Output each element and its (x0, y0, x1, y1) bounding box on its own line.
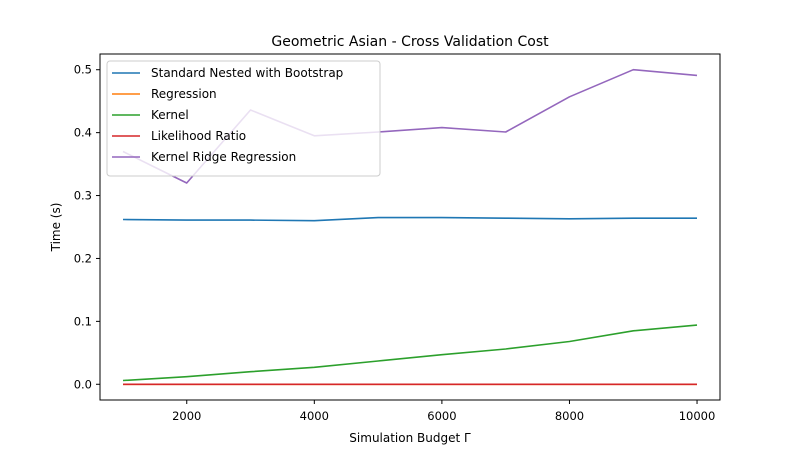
y-ticks: 0.0 0.1 0.2 0.3 0.4 0.5 (74, 63, 100, 391)
x-tick-label: 6000 (427, 409, 456, 423)
legend-label: Kernel (151, 108, 189, 122)
x-tick-label: 2000 (172, 409, 201, 423)
legend-label: Likelihood Ratio (151, 129, 246, 143)
legend: Standard Nested with Bootstrap Regression… (106, 60, 381, 177)
series-line-2 (122, 324, 698, 382)
x-ticks: 2000 4000 6000 8000 10000 (172, 400, 715, 423)
y-axis-label: Time (s) (49, 203, 63, 253)
y-tick-label: 0.4 (74, 126, 92, 140)
chart-title: Geometric Asian - Cross Validation Cost (271, 34, 549, 50)
y-tick-label: 0.5 (74, 63, 92, 77)
legend-label: Regression (151, 87, 217, 101)
legend-label: Kernel Ridge Regression (151, 150, 296, 164)
y-tick-label: 0.2 (74, 251, 92, 265)
legend-box (106, 60, 381, 177)
y-tick-label: 0.1 (74, 314, 92, 328)
y-tick-label: 0.3 (74, 189, 92, 203)
series-line-0 (122, 216, 697, 222)
x-tick-label: 8000 (555, 409, 584, 423)
legend-label: Standard Nested with Bootstrap (151, 66, 343, 80)
plot-frame (99, 53, 721, 401)
x-tick-label: 10000 (679, 409, 716, 423)
y-tick-label: 0.0 (74, 377, 92, 391)
x-tick-label: 4000 (300, 409, 329, 423)
x-axis-label: Simulation Budget Γ (349, 431, 471, 445)
